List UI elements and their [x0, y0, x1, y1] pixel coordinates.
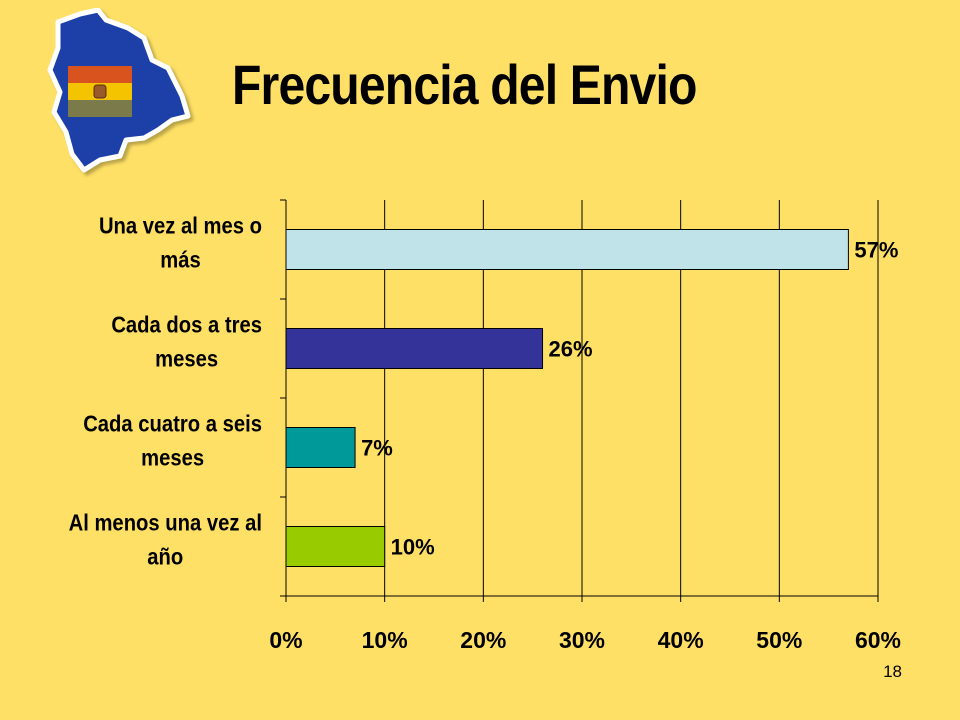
data-label: 26%	[549, 337, 593, 362]
category-label-line: Al menos una vez al	[69, 509, 262, 536]
x-tick-label: 30%	[559, 627, 605, 653]
category-label-line: Cada cuatro a seis	[83, 410, 262, 437]
bar	[285, 526, 386, 567]
data-label: 10%	[391, 535, 435, 560]
category-label: Cada dos a tres meses	[111, 311, 262, 372]
bolivia-flag-icon	[68, 66, 132, 117]
bar	[285, 427, 356, 468]
category-label-line: meses	[155, 345, 218, 372]
category-label: Una vez al mes o más	[99, 212, 262, 273]
data-label: 7%	[361, 436, 393, 461]
bar	[285, 229, 849, 270]
category-label-line: Una vez al mes o	[99, 212, 262, 239]
category-label: Cada cuatro a seis meses	[83, 410, 262, 471]
category-label: Al menos una vez al año	[69, 509, 262, 570]
x-tick-label: 60%	[855, 627, 901, 653]
bar	[285, 328, 544, 369]
x-tick-label: 20%	[460, 627, 506, 653]
coat-of-arms-icon	[93, 84, 107, 99]
slide-title: Frecuencia del Envio	[232, 53, 697, 116]
chart-bars	[285, 229, 849, 567]
category-label-line: meses	[141, 444, 204, 471]
category-label-line: más	[160, 246, 201, 273]
page-number: 18	[883, 662, 902, 681]
category-label-line: Cada dos a tres	[111, 311, 262, 338]
data-label: 57%	[854, 238, 898, 263]
chart-labels: 0% 10% 20% 30% 40% 50% 60% 57% Una vez al mes o m…	[69, 212, 901, 653]
category-label-line: año	[147, 543, 183, 570]
x-tick-label: 0%	[269, 627, 302, 653]
x-tick-label: 10%	[362, 627, 408, 653]
x-tick-label: 50%	[756, 627, 802, 653]
x-tick-label: 40%	[658, 627, 704, 653]
bolivia-map-flag-icon	[47, 8, 191, 173]
